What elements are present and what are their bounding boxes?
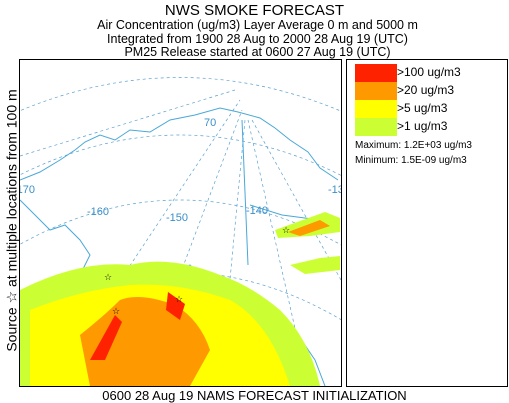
plume-gt100-west: [90, 315, 122, 360]
lon-label: -160: [87, 206, 110, 218]
lon-label: -140: [246, 205, 269, 217]
plume-east-gt20: [288, 220, 330, 236]
source-location-label: Source ☆ at multiple locations from 100 …: [3, 89, 20, 352]
smoke-plumes: [20, 212, 340, 386]
latitude-line: [20, 134, 341, 176]
lon-label: -130: [328, 184, 341, 196]
north-coast: [20, 107, 339, 181]
lon-label: -170: [20, 184, 36, 196]
concentration-subtitle: Air Concentration (ug/m3) Layer Average …: [97, 18, 418, 32]
forecast-initialization: 0600 28 Aug 19 NAMS FORECAST INITIALIZAT…: [102, 388, 407, 403]
map-canvas: ☆ ☆ ☆ ☆: [20, 77, 341, 386]
source-star-icon: ☆: [282, 226, 290, 236]
legend-label-gt5: >5 ug/m3: [397, 101, 448, 115]
smoke-map: ☆ ☆ ☆ ☆ -170 -160 -150 -140 -130 70: [19, 59, 342, 387]
source-star-icon: ☆: [112, 307, 120, 317]
minimum-value: Minimum: 1.5E-09 ug/m3: [355, 155, 467, 166]
source-markers: ☆ ☆ ☆ ☆: [104, 226, 290, 317]
legend-label-gt1: >1 ug/m3: [397, 119, 448, 133]
maximum-value: Maximum: 1.2E+03 ug/m3: [355, 140, 472, 151]
source-star-icon: ☆: [104, 273, 112, 283]
legend-swatch-gt20: [355, 82, 397, 100]
longitude-line: [251, 119, 341, 281]
legend-swatch-gt1: [355, 118, 397, 136]
concentration-legend: >100 ug/m3 >20 ug/m3 >5 ug/m3 >1 ug/m3 M…: [346, 59, 508, 387]
canada-border: [241, 119, 249, 266]
legend-swatch-gt5: [355, 100, 397, 118]
legend-label-gt20: >20 ug/m3: [397, 83, 455, 97]
forecast-title: NWS SMOKE FORECAST: [164, 2, 345, 19]
source-star-icon: ☆: [175, 295, 183, 305]
legend-swatch-gt100: [355, 64, 397, 82]
integration-period: Integrated from 1900 28 Aug to 2000 28 A…: [107, 32, 408, 46]
longitude-line: [20, 89, 236, 157]
plume-east2-gt1: [290, 256, 340, 274]
lat-label: 70: [204, 117, 217, 129]
release-start: PM25 Release started at 0600 27 Aug 19 (…: [124, 45, 391, 59]
plume-gt20: [80, 296, 210, 386]
plume-gt100-central: [166, 292, 185, 320]
legend-label-gt100: >100 ug/m3: [397, 65, 461, 79]
lon-label: -150: [166, 212, 189, 224]
latitude-line: [20, 77, 341, 112]
